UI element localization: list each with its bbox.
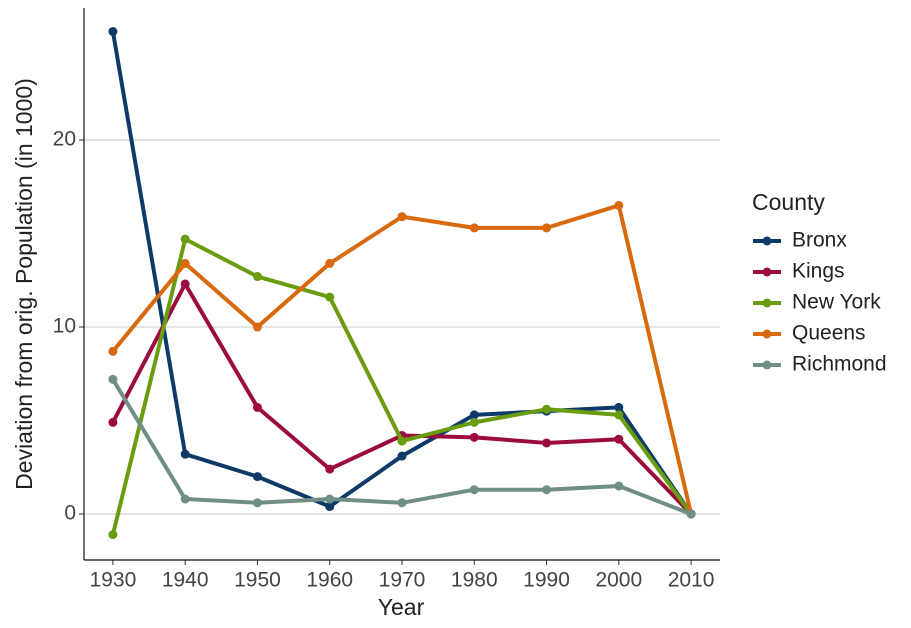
data-point xyxy=(325,494,335,504)
x-tick-label: 2000 xyxy=(595,569,642,592)
data-point xyxy=(614,402,624,412)
series-line xyxy=(111,203,694,515)
legend-key-dot xyxy=(762,298,772,308)
data-point xyxy=(469,485,479,495)
data-point xyxy=(542,223,552,233)
data-point xyxy=(397,212,407,222)
data-point xyxy=(542,404,552,414)
data-point xyxy=(252,472,262,482)
x-tick-label: 2010 xyxy=(668,569,715,592)
data-point xyxy=(325,464,335,474)
data-point xyxy=(469,432,479,442)
legend-key-dot xyxy=(762,329,772,339)
data-point xyxy=(397,498,407,508)
data-point xyxy=(614,200,624,210)
x-axis-title: Year xyxy=(378,594,425,620)
data-point xyxy=(180,449,190,459)
data-point xyxy=(614,481,624,491)
data-point xyxy=(252,402,262,412)
data-point xyxy=(397,451,407,461)
y-axis-title: Deviation from orig. Population (in 1000… xyxy=(11,78,37,490)
data-point xyxy=(180,234,190,244)
data-point xyxy=(180,494,190,504)
legend-label: Richmond xyxy=(792,353,887,376)
legend-key-dot xyxy=(762,267,772,277)
y-tick-label: 10 xyxy=(53,315,76,338)
data-point xyxy=(614,434,624,444)
data-point xyxy=(614,410,624,420)
legend-label: Kings xyxy=(792,260,845,283)
x-tick-label: 1930 xyxy=(90,569,137,592)
series-line xyxy=(111,378,692,516)
data-point xyxy=(252,322,262,332)
legend-label: Queens xyxy=(792,322,866,345)
x-tick-label: 1950 xyxy=(234,569,281,592)
data-point xyxy=(542,438,552,448)
data-point xyxy=(108,374,118,384)
data-point xyxy=(325,502,335,512)
data-point xyxy=(252,272,262,282)
data-point xyxy=(108,27,118,37)
series-line xyxy=(110,237,693,536)
series-line xyxy=(111,282,693,516)
data-point xyxy=(397,436,407,446)
legend-label: Bronx xyxy=(792,229,847,252)
data-point xyxy=(542,485,552,495)
data-point xyxy=(469,417,479,427)
data-point xyxy=(108,346,118,356)
x-tick-label: 1960 xyxy=(306,569,353,592)
data-point xyxy=(469,223,479,233)
data-point xyxy=(252,498,262,508)
data-point xyxy=(325,258,335,268)
data-point xyxy=(325,292,335,302)
data-point xyxy=(108,417,118,427)
legend-key-dot xyxy=(762,360,772,370)
data-point xyxy=(469,410,479,420)
data-point xyxy=(686,509,696,519)
x-tick-label: 1990 xyxy=(523,569,570,592)
x-tick-label: 1970 xyxy=(379,569,426,592)
data-point xyxy=(180,258,190,268)
y-tick-label: 20 xyxy=(53,128,76,151)
data-point xyxy=(108,530,118,540)
x-tick-label: 1940 xyxy=(162,569,209,592)
legend-key-dot xyxy=(762,236,772,246)
x-tick-label: 1980 xyxy=(451,569,498,592)
data-point xyxy=(180,279,190,289)
legend-label: New York xyxy=(792,291,881,314)
legend-title: County xyxy=(752,189,825,215)
y-tick-label: 0 xyxy=(64,502,76,525)
